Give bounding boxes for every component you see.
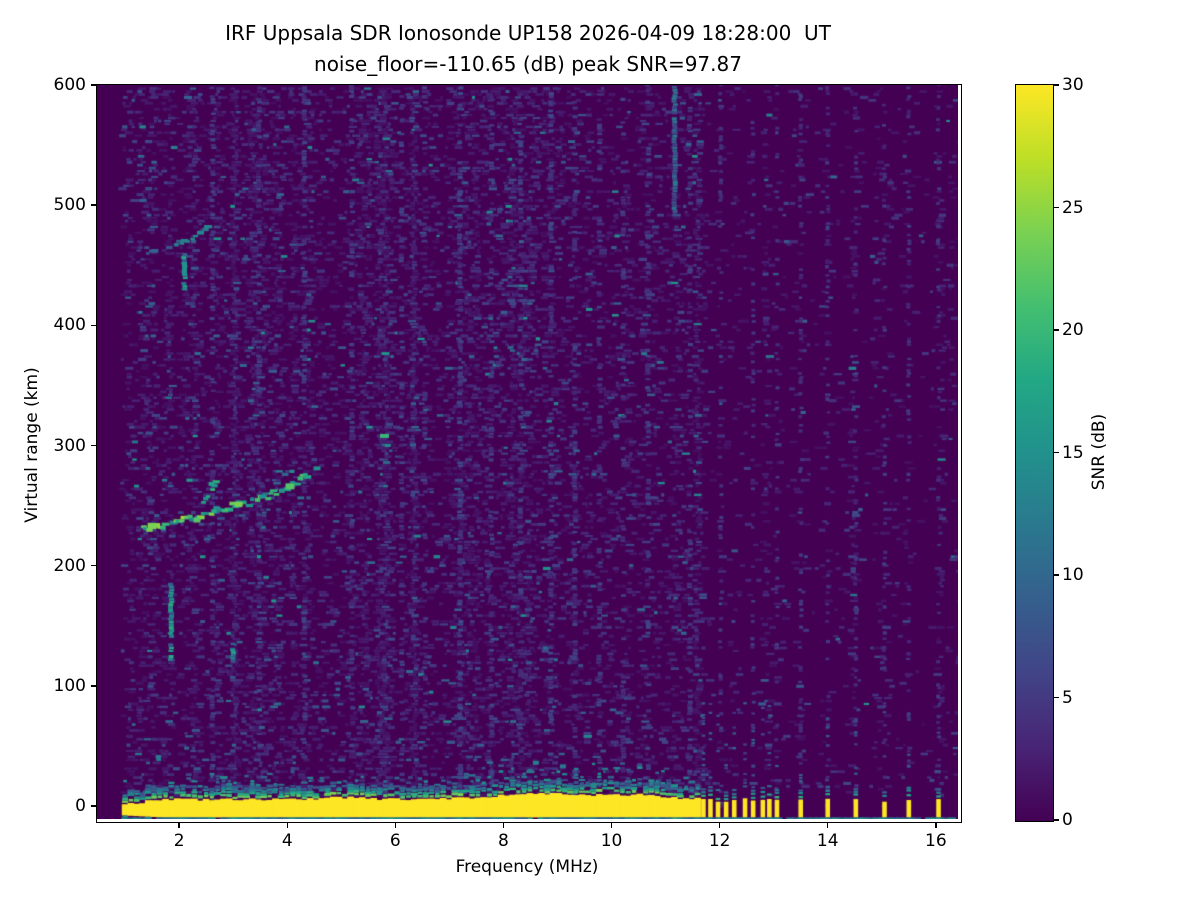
colorbar-tick-mark (1053, 206, 1059, 209)
x-tick-mark (718, 822, 721, 828)
axes-box (95, 83, 962, 823)
y-tick-mark (90, 204, 96, 206)
y-tick-mark (90, 84, 96, 86)
colorbar-tick-mark (1053, 819, 1059, 821)
colorbar-tick-label: 20 (1062, 320, 1084, 340)
figure-subtitle: noise_floor=-110.65 (dB) peak SNR=97.87 (314, 52, 742, 76)
colorbar-tick-mark (1053, 329, 1059, 331)
x-tick-label: 10 (600, 831, 623, 851)
colorbar-tick-mark (1053, 451, 1059, 454)
y-tick-label: 100 (53, 675, 86, 696)
y-tick-label: 300 (53, 435, 86, 456)
colorbar (1014, 83, 1054, 822)
x-tick-label: 14 (816, 831, 839, 851)
y-tick-label: 0 (75, 796, 86, 817)
colorbar-tick-mark (1053, 696, 1059, 699)
x-tick-mark (394, 822, 397, 828)
x-tick-label: 8 (498, 831, 509, 851)
colorbar-tick-label: 0 (1062, 810, 1073, 830)
y-tick-label: 200 (53, 555, 86, 576)
colorbar-tick-mark (1053, 574, 1059, 576)
colorbar-tick-label: 25 (1062, 197, 1084, 218)
x-tick-mark (610, 822, 613, 828)
colorbar-tick-label: 30 (1062, 75, 1084, 95)
colorbar-tick-label: 5 (1062, 687, 1073, 708)
y-tick-mark (90, 324, 96, 327)
y-tick-mark (90, 685, 96, 687)
y-tick-label: 500 (53, 195, 86, 216)
x-axis-label: Frequency (MHz) (455, 857, 599, 877)
x-tick-mark (286, 822, 288, 828)
x-tick-mark (935, 822, 937, 828)
ionogram-heatmap (97, 85, 958, 819)
colorbar-tick-label: 15 (1062, 442, 1084, 463)
x-tick-label: 4 (281, 831, 293, 851)
colorbar-gradient (1015, 84, 1053, 821)
y-tick-mark (90, 564, 96, 567)
x-tick-label: 16 (925, 831, 947, 851)
x-tick-mark (502, 822, 505, 828)
colorbar-tick-mark (1053, 84, 1059, 86)
y-tick-label: 400 (53, 315, 86, 336)
figure-title: IRF Uppsala SDR Ionosonde UP158 2026-04-… (225, 21, 831, 45)
x-tick-label: 2 (173, 831, 185, 851)
x-tick-label: 12 (708, 831, 731, 851)
x-tick-mark (178, 822, 180, 828)
x-tick-label: 6 (389, 831, 401, 851)
colorbar-tick-label: 10 (1062, 565, 1084, 585)
x-tick-mark (826, 822, 829, 828)
y-tick-mark (90, 444, 96, 447)
y-tick-label: 600 (53, 75, 86, 95)
y-tick-mark (90, 805, 96, 807)
